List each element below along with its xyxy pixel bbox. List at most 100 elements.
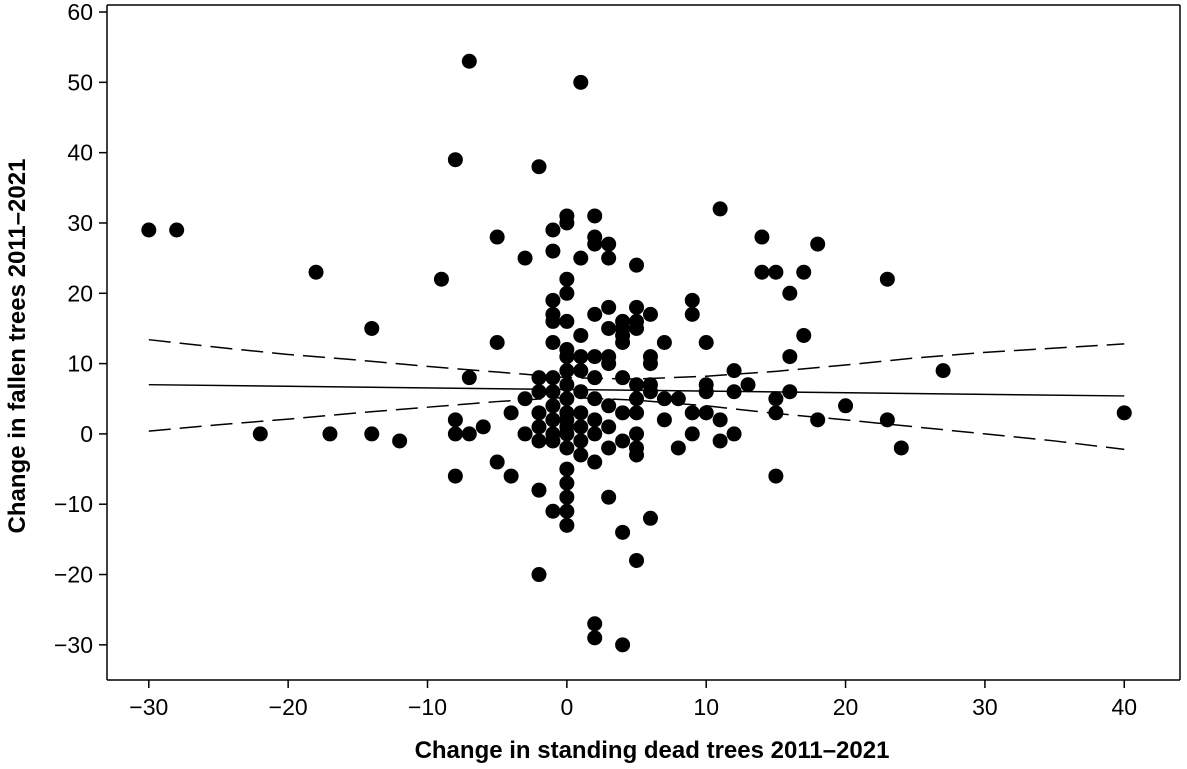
data-point bbox=[559, 489, 575, 505]
data-point bbox=[447, 468, 463, 484]
data-point bbox=[461, 426, 477, 442]
data-point bbox=[559, 215, 575, 231]
data-point bbox=[810, 412, 826, 428]
data-point bbox=[489, 454, 505, 470]
data-point bbox=[364, 426, 380, 442]
data-point bbox=[573, 363, 589, 379]
data-point bbox=[587, 370, 603, 386]
data-point bbox=[461, 370, 477, 386]
data-point bbox=[615, 433, 631, 449]
y-tick-label: 60 bbox=[67, 0, 93, 25]
data-point bbox=[879, 412, 895, 428]
data-point bbox=[768, 468, 784, 484]
data-point bbox=[531, 384, 547, 400]
data-point bbox=[698, 384, 714, 400]
data-point bbox=[615, 405, 631, 421]
data-point bbox=[726, 426, 742, 442]
data-point bbox=[601, 299, 617, 315]
y-axis-label: Change in fallen trees 2011–2021 bbox=[4, 159, 31, 534]
data-point bbox=[573, 349, 589, 365]
data-point bbox=[601, 320, 617, 336]
data-point bbox=[531, 482, 547, 498]
data-point bbox=[698, 335, 714, 350]
y-tick-label: 30 bbox=[67, 210, 93, 236]
data-point bbox=[587, 349, 603, 365]
y-ticks: −30 −20 −10 0 10 20 30 40 50 60 bbox=[54, 0, 107, 658]
data-point bbox=[768, 264, 784, 280]
data-point bbox=[559, 391, 575, 407]
data-point bbox=[629, 391, 645, 407]
data-point bbox=[587, 426, 603, 442]
data-point bbox=[684, 426, 700, 442]
data-point bbox=[587, 616, 603, 632]
x-tick-label: 30 bbox=[972, 694, 998, 720]
data-point bbox=[810, 236, 826, 252]
data-point bbox=[796, 264, 812, 280]
data-point bbox=[838, 398, 854, 414]
data-point bbox=[601, 440, 617, 456]
data-point bbox=[559, 313, 575, 329]
data-point bbox=[573, 433, 589, 449]
data-point bbox=[768, 391, 784, 407]
data-point bbox=[726, 363, 742, 379]
data-point bbox=[893, 440, 909, 456]
data-point bbox=[573, 74, 589, 90]
data-point bbox=[559, 349, 575, 365]
data-point bbox=[629, 447, 645, 463]
data-point bbox=[364, 320, 380, 336]
data-point bbox=[559, 363, 575, 379]
data-point bbox=[642, 306, 658, 322]
data-point bbox=[573, 419, 589, 435]
data-point bbox=[601, 398, 617, 414]
data-point bbox=[545, 243, 561, 259]
data-point bbox=[587, 630, 603, 646]
data-point bbox=[447, 426, 463, 442]
data-point bbox=[503, 468, 519, 484]
data-point bbox=[754, 229, 770, 245]
data-point bbox=[684, 405, 700, 421]
data-point bbox=[587, 236, 603, 252]
data-point bbox=[573, 447, 589, 463]
data-point bbox=[796, 327, 812, 343]
data-point bbox=[545, 503, 561, 519]
axes bbox=[106, 4, 1181, 681]
data-point bbox=[656, 412, 672, 428]
data-point bbox=[545, 370, 561, 386]
data-point bbox=[545, 222, 561, 238]
data-point bbox=[322, 426, 338, 442]
data-point bbox=[517, 391, 533, 407]
x-tick-label: −10 bbox=[408, 694, 447, 720]
data-point bbox=[615, 637, 631, 653]
data-point bbox=[531, 567, 547, 583]
data-point bbox=[531, 419, 547, 435]
data-point bbox=[545, 412, 561, 428]
data-point bbox=[559, 377, 575, 393]
data-point bbox=[615, 335, 631, 350]
data-point bbox=[712, 433, 728, 449]
x-tick-label: 20 bbox=[833, 694, 859, 720]
data-point bbox=[1116, 405, 1132, 421]
data-point bbox=[656, 391, 672, 407]
data-point bbox=[573, 405, 589, 421]
x-tick-label: 0 bbox=[560, 694, 573, 720]
data-point bbox=[587, 306, 603, 322]
data-point bbox=[573, 250, 589, 266]
data-point bbox=[392, 433, 408, 449]
data-point bbox=[698, 405, 714, 421]
data-point bbox=[726, 384, 742, 400]
data-point bbox=[642, 510, 658, 526]
data-point bbox=[712, 201, 728, 217]
data-point bbox=[642, 356, 658, 372]
data-point bbox=[545, 433, 561, 449]
data-point bbox=[629, 426, 645, 442]
data-point bbox=[517, 426, 533, 442]
data-point bbox=[684, 292, 700, 308]
data-point bbox=[461, 53, 477, 69]
data-point bbox=[615, 370, 631, 386]
y-tick-label: 0 bbox=[80, 421, 93, 447]
data-point bbox=[601, 236, 617, 252]
data-point bbox=[252, 426, 268, 442]
data-point bbox=[545, 313, 561, 329]
